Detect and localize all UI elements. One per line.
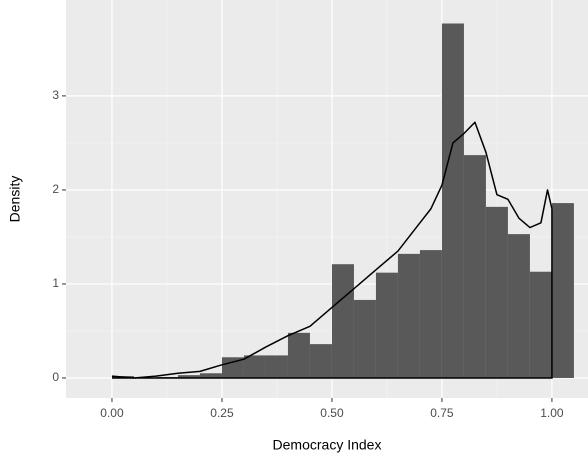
density-line	[111, 121, 553, 379]
bar	[419, 250, 442, 378]
x-tick-label: 0.75	[430, 406, 454, 420]
bar	[309, 344, 332, 378]
y-tick-label: 2	[52, 182, 59, 196]
bar	[397, 253, 420, 378]
x-tick-label: 0.50	[320, 406, 344, 420]
bar	[463, 155, 486, 378]
x-tick-label: 1.00	[540, 406, 564, 420]
bar	[441, 23, 464, 378]
bar	[331, 264, 354, 378]
bar	[265, 355, 288, 378]
bar	[199, 373, 222, 378]
y-tick-label: 0	[52, 370, 59, 384]
x-tick-label: 0.25	[210, 406, 234, 420]
density-baseline	[111, 208, 553, 379]
bar	[375, 272, 398, 378]
bar	[287, 332, 310, 378]
y-tick-label: 1	[52, 276, 59, 290]
bar	[529, 271, 552, 378]
y-axis-title: Density	[7, 176, 23, 223]
x-tick-label: 0.00	[100, 406, 124, 420]
bar	[485, 206, 508, 378]
bar	[353, 299, 376, 378]
y-tick-label: 3	[52, 88, 59, 102]
bar	[243, 355, 266, 378]
bar	[177, 375, 200, 378]
x-axis-title: Democracy Index	[273, 437, 382, 453]
bar	[221, 357, 244, 378]
bar	[551, 203, 574, 378]
bar	[507, 234, 530, 378]
